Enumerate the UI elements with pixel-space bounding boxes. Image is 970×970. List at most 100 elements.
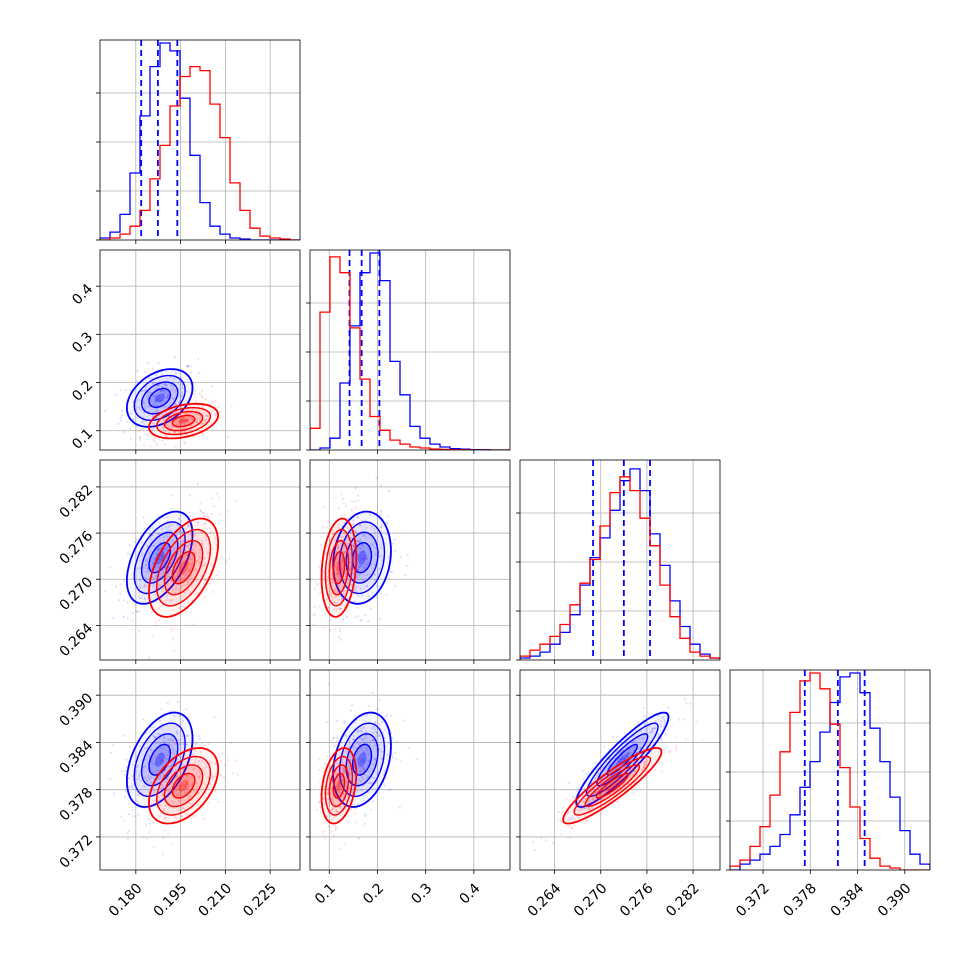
- red-scatter-point: [338, 754, 341, 757]
- red-scatter-point: [162, 428, 166, 431]
- blue-scatter-point: [136, 610, 139, 613]
- red-scatter-point: [140, 791, 143, 794]
- red-scatter-point: [151, 635, 154, 638]
- blue-scatter-point: [119, 389, 122, 392]
- blue-scatter-point: [379, 483, 383, 487]
- red-contour-line: [584, 764, 641, 808]
- red-scatter-point: [590, 795, 593, 798]
- red-scatter-point: [152, 791, 156, 794]
- red-density-fill: [585, 765, 640, 807]
- red-scatter-point: [187, 554, 190, 557]
- blue-scatter-point: [362, 550, 365, 553]
- red-scatter-point: [198, 551, 201, 554]
- x-tick-label: 0.378: [780, 880, 820, 920]
- blue-scatter-point: [352, 600, 355, 603]
- red-scatter-point: [342, 535, 345, 538]
- blue-scatter-point: [619, 751, 622, 754]
- red-scatter-point: [162, 836, 165, 839]
- blue-scatter-point: [361, 594, 364, 597]
- red-scatter-point: [333, 538, 336, 541]
- blue-density-fill: [615, 752, 630, 767]
- red-scatter-point: [607, 785, 611, 788]
- red-scatter-point: [141, 427, 144, 430]
- blue-scatter-point: [197, 521, 200, 524]
- red-scatter-point: [637, 785, 640, 788]
- red-density-fill: [329, 540, 349, 595]
- red-scatter-point: [347, 582, 350, 585]
- red-scatter-point: [327, 606, 330, 609]
- x-tick-label: 0.270: [571, 880, 611, 920]
- red-scatter-point: [194, 749, 197, 752]
- blue-scatter-point: [159, 776, 162, 779]
- blue-scatter-point: [151, 561, 155, 565]
- red-scatter-point: [332, 834, 335, 837]
- red-scatter-point: [325, 598, 328, 602]
- red-scatter-point: [187, 408, 190, 411]
- red-scatter-point: [599, 761, 602, 764]
- red-scatter-point: [358, 762, 362, 765]
- red-scatter-point: [331, 555, 334, 558]
- red-scatter-point: [345, 571, 348, 574]
- blue-scatter-point: [128, 785, 131, 789]
- x-tick-label: 0.276: [617, 880, 657, 920]
- red-scatter-point: [341, 542, 344, 545]
- blue-scatter-point: [667, 706, 670, 709]
- red-scatter-point: [334, 787, 337, 790]
- red-density-fill: [333, 551, 345, 584]
- red-scatter-point: [583, 814, 587, 817]
- red-scatter-point: [335, 790, 338, 793]
- red-scatter-point: [189, 611, 192, 614]
- red-scatter-point: [347, 528, 350, 531]
- red-scatter-point: [327, 786, 330, 790]
- blue-scatter-point: [103, 409, 107, 413]
- y-tick-label: 0.3: [69, 329, 96, 356]
- blue-scatter-point: [385, 522, 389, 525]
- red-scatter-point: [338, 791, 341, 794]
- blue-scatter-point: [641, 737, 644, 740]
- blue-scatter-point: [356, 757, 359, 760]
- blue-scatter-point: [359, 769, 362, 773]
- blue-scatter-point: [634, 751, 638, 755]
- red-scatter-point: [180, 605, 183, 608]
- red-scatter-point: [184, 539, 187, 542]
- red-scatter-point: [195, 814, 198, 817]
- red-scatter-point: [137, 629, 141, 632]
- red-scatter-point: [174, 445, 177, 449]
- red-scatter-point: [582, 800, 585, 803]
- red-contour-line: [163, 539, 204, 596]
- red-scatter-point: [338, 584, 341, 587]
- blue-scatter-point: [152, 427, 155, 431]
- blue-scatter-point: [336, 567, 339, 570]
- blue-scatter-point: [371, 544, 374, 547]
- blue-scatter-point: [164, 526, 167, 529]
- red-scatter-point: [201, 542, 204, 545]
- red-scatter-point: [168, 420, 171, 424]
- panel-frame: [729, 669, 931, 871]
- red-scatter-point: [591, 806, 594, 809]
- red-scatter-point: [600, 792, 603, 795]
- red-scatter-point: [343, 768, 346, 771]
- red-scatter-point: [334, 827, 337, 830]
- y-tick-label: 0.270: [57, 574, 97, 614]
- blue-scatter-point: [163, 736, 166, 740]
- blue-scatter-point: [632, 740, 636, 743]
- red-scatter-point: [346, 751, 349, 755]
- blue-scatter-point: [163, 559, 167, 563]
- red-scatter-point: [189, 533, 192, 536]
- panel-content: [100, 250, 300, 450]
- blue-scatter-point: [179, 395, 182, 399]
- red-scatter-point: [339, 800, 342, 803]
- blue-scatter-point: [567, 781, 570, 784]
- blue-scatter-point: [660, 716, 663, 719]
- red-scatter-point: [333, 799, 336, 802]
- blue-scatter-point: [329, 550, 332, 553]
- blue-scatter-point: [165, 596, 168, 599]
- y-tick-label: 0.264: [57, 620, 97, 660]
- blue-scatter-point: [174, 587, 178, 590]
- blue-scatter-point: [373, 776, 376, 780]
- red-scatter-point: [632, 762, 636, 765]
- blue-scatter-point: [371, 731, 374, 734]
- red-scatter-point: [195, 772, 199, 775]
- red-scatter-point: [581, 785, 584, 788]
